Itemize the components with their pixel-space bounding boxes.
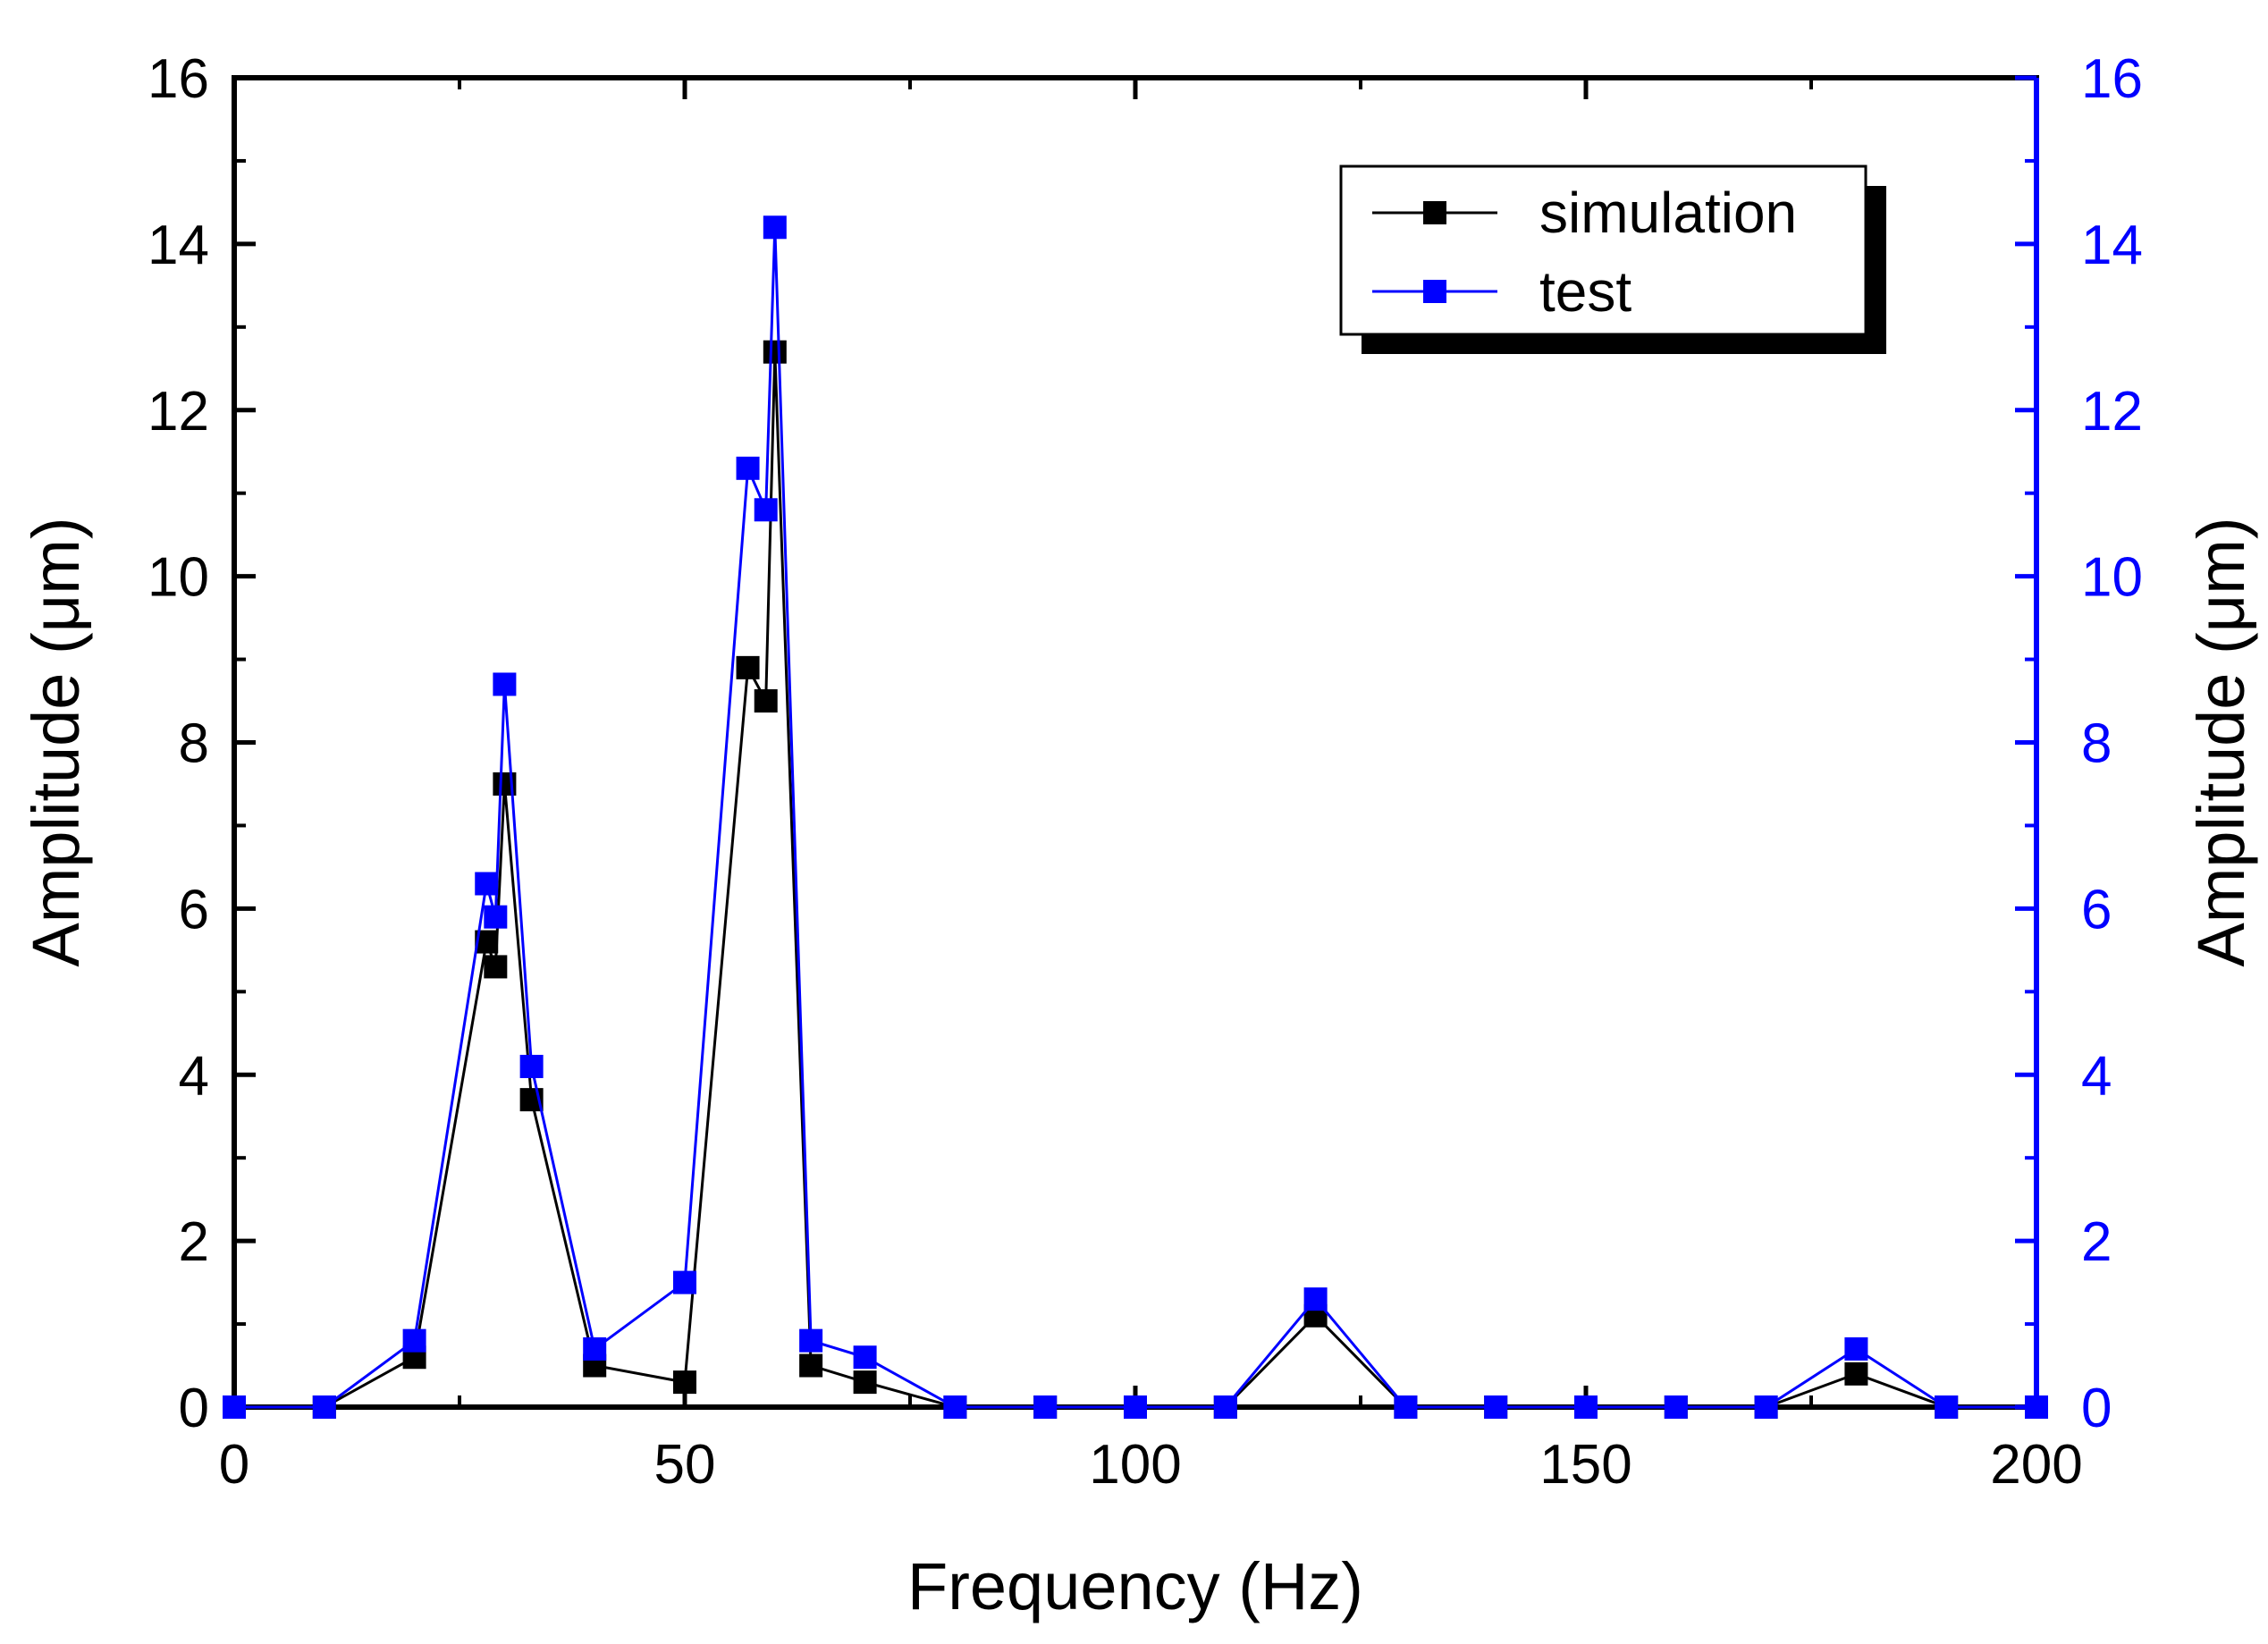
data-point-test bbox=[1484, 1395, 1508, 1419]
data-point-simulation bbox=[673, 1370, 696, 1395]
data-point-test bbox=[1754, 1395, 1778, 1419]
data-point-test bbox=[1935, 1395, 1959, 1419]
data-point-test bbox=[754, 498, 778, 522]
data-point-test bbox=[943, 1395, 967, 1419]
data-point-test bbox=[1844, 1336, 1868, 1361]
x-tick-label: 50 bbox=[654, 1434, 716, 1496]
y-left-tick-label: 8 bbox=[179, 713, 209, 775]
data-point-test bbox=[583, 1336, 607, 1361]
legend-marker-simulation bbox=[1423, 201, 1446, 224]
data-point-simulation bbox=[736, 655, 760, 679]
data-point-test bbox=[799, 1328, 823, 1353]
data-point-test bbox=[853, 1345, 877, 1370]
data-point-simulation bbox=[754, 689, 778, 713]
series-layer bbox=[223, 215, 2048, 1419]
data-point-test bbox=[2025, 1395, 2048, 1419]
y-left-tick-label: 16 bbox=[148, 48, 209, 110]
x-axis-label: Frequency (Hz) bbox=[907, 1549, 1363, 1623]
data-point-test bbox=[1303, 1287, 1328, 1311]
data-point-test bbox=[1033, 1395, 1058, 1419]
legend-label-test: test bbox=[1539, 259, 1631, 324]
y-axis-left-label: Amplitude (μm) bbox=[19, 517, 93, 966]
data-point-test bbox=[763, 215, 787, 240]
data-point-test bbox=[484, 905, 508, 929]
data-point-test bbox=[493, 672, 517, 696]
y-right-tick-label: 16 bbox=[2081, 48, 2143, 110]
data-point-simulation bbox=[799, 1353, 823, 1378]
series-line-test bbox=[234, 227, 2036, 1409]
data-point-simulation bbox=[484, 955, 508, 979]
data-point-simulation bbox=[853, 1370, 877, 1395]
data-point-test bbox=[1664, 1395, 1688, 1419]
y-right-tick-label: 12 bbox=[2081, 381, 2143, 443]
y-axis-left: 0 2 4 6 8 10 12 14 16 bbox=[148, 48, 256, 1439]
legend-items: simulation test bbox=[1372, 181, 1797, 324]
y-left-tick-label: 10 bbox=[148, 547, 209, 609]
y-right-tick-label: 6 bbox=[2081, 879, 2112, 940]
x-tick-label: 200 bbox=[1990, 1434, 2082, 1496]
data-point-test bbox=[312, 1395, 336, 1419]
legend-marker-test bbox=[1423, 280, 1446, 303]
x-tick-label: 0 bbox=[219, 1434, 249, 1496]
data-point-test bbox=[673, 1270, 696, 1294]
data-point-test bbox=[1124, 1395, 1147, 1419]
y-right-tick-label: 2 bbox=[2081, 1211, 2112, 1273]
y-right-tick-label: 0 bbox=[2081, 1378, 2112, 1439]
y-right-tick-label: 4 bbox=[2081, 1045, 2112, 1107]
y-right-tick-label: 8 bbox=[2081, 713, 2112, 775]
y-axis-right: 0 2 4 6 8 10 12 14 16 bbox=[2015, 48, 2143, 1439]
y-left-tick-label: 12 bbox=[148, 381, 209, 443]
data-point-test bbox=[1213, 1395, 1237, 1419]
data-point-test bbox=[1574, 1395, 1598, 1419]
data-point-test bbox=[402, 1328, 426, 1353]
x-tick-label: 150 bbox=[1539, 1434, 1631, 1496]
y-right-tick-label: 14 bbox=[2081, 215, 2143, 276]
y-left-tick-label: 4 bbox=[179, 1045, 209, 1107]
series-line-simulation bbox=[234, 351, 2036, 1409]
data-point-test bbox=[736, 456, 760, 480]
data-point-simulation bbox=[763, 340, 787, 364]
data-point-test bbox=[1394, 1395, 1418, 1419]
legend-label-simulation: simulation bbox=[1539, 181, 1797, 245]
x-tick-label: 100 bbox=[1089, 1434, 1181, 1496]
data-point-test bbox=[519, 1054, 544, 1078]
legend-box bbox=[1339, 164, 1868, 336]
y-right-tick-label: 10 bbox=[2081, 547, 2143, 609]
y-left-tick-label: 2 bbox=[179, 1211, 209, 1273]
data-point-test bbox=[223, 1395, 246, 1419]
y-left-tick-label: 14 bbox=[148, 215, 209, 276]
data-point-test bbox=[475, 872, 499, 896]
legend: simulation test bbox=[1339, 164, 1886, 354]
y-left-tick-label: 0 bbox=[179, 1378, 209, 1439]
y-left-tick-label: 6 bbox=[179, 879, 209, 940]
y-axis-right-label: Amplitude (μm) bbox=[2184, 517, 2258, 966]
data-point-simulation bbox=[1844, 1362, 1868, 1386]
